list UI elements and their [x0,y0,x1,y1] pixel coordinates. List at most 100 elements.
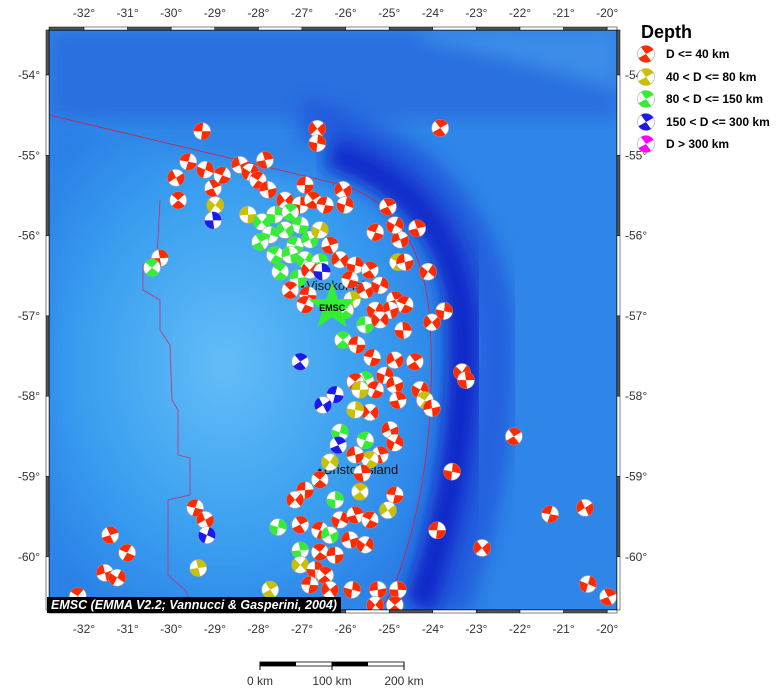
focal-mechanism [346,506,364,524]
focal-mechanism [291,515,310,534]
focal-mechanism [346,446,364,464]
focal-mechanism [169,191,187,210]
focal-mechanism [329,436,347,454]
bathymetry [49,30,617,610]
focal-mechanism [189,559,208,577]
focal-mechanism [331,250,349,269]
focal-mechanism [313,262,331,281]
focal-mechanism [308,134,327,153]
focal-mechanism [386,596,404,610]
focal-mechanism [331,511,349,529]
focal-mechanism [291,541,310,560]
right-lat-tick-label: -60° [625,550,647,564]
top-lon-tick-label: -21° [553,6,575,20]
focal-mechanism [391,230,409,249]
bottom-lon-tick-label: -26° [335,622,357,636]
focal-mechanism [296,176,314,194]
focal-mechanism [198,526,216,544]
scale-bar [259,661,405,670]
focal-mechanism [346,401,364,419]
focal-mechanism [239,205,257,224]
focal-mechanism [271,262,290,281]
epicenter-label: EMSC [319,303,346,313]
focal-mechanism [348,336,366,354]
bottom-lon-tick-label: -27° [291,622,313,636]
focal-mechanism [371,311,389,329]
legend-item: 40 < D <= 80 km [636,66,770,89]
bottom-lon-tick-label: -31° [117,622,139,636]
focal-mechanism [366,380,385,399]
scale-label-200: 200 km [384,674,424,688]
epicenter-star-icon[interactable] [308,282,356,328]
legend-ball-icon [637,45,655,64]
focal-mechanism [276,221,294,239]
focal-mechanism [579,575,597,593]
focal-mechanism [394,321,412,340]
focal-mechanism [281,246,300,264]
focal-mechanism [301,576,319,594]
focal-mechanism [361,403,379,422]
focal-mechanism [196,160,215,179]
bottom-lon-tick-label: -24° [422,622,444,636]
scale-label-100: 100 km [312,674,352,688]
focal-mechanism [386,351,404,369]
left-lat-tick-label: -57° [18,309,40,323]
focal-mechanism [321,236,339,255]
legend-ball-icon [637,67,655,86]
top-lon-tick-label: -26° [335,6,357,20]
focal-mechanism [386,486,404,504]
bottom-lon-tick-label: -21° [553,622,575,636]
focal-mechanism [356,535,375,554]
focal-mechanism [419,262,437,281]
map-frame [45,26,621,614]
left-lat-tick-label: -60° [18,550,40,564]
focal-mechanism [311,221,329,239]
legend-label: D <= 40 km [666,47,730,62]
focal-mechanism [341,270,359,289]
bottom-lon-tick-label: -30° [160,622,182,636]
left-lat-tick-label: -55° [18,148,40,162]
focal-mechanism [321,580,339,599]
focal-mechanism [266,246,284,264]
focal-mechanism [316,196,334,214]
focal-mechanism [326,490,344,509]
focal-mechanism [406,352,424,371]
focal-mechanism [269,518,287,536]
focal-mechanism [334,331,352,349]
focal-mechanism [363,348,381,367]
focal-mechanism [379,501,397,520]
focal-mechanism [291,352,310,371]
focal-mechanism [167,168,185,187]
focal-mechanisms [69,119,617,610]
focal-mechanism [213,166,232,185]
focal-mechanism [108,568,126,587]
top-lon-tick-label: -20° [596,6,618,20]
focal-mechanism [505,427,523,446]
focal-mechanism [351,380,369,399]
focal-mechanism [343,580,361,599]
focal-mechanism [423,399,441,418]
focal-mechanism [356,315,375,334]
left-lat-tick-label: -54° [18,68,40,82]
focal-mechanism [408,219,426,238]
focal-mechanism [286,490,304,509]
focal-mechanism [599,588,617,606]
top-lon-tick-label: -28° [247,6,269,20]
left-lat-tick-label: -58° [18,389,40,403]
focal-mechanism [196,511,215,529]
bottom-lon-tick-label: -20° [596,622,618,636]
focal-mechanism [311,470,329,489]
top-lon-tick-label: -25° [378,6,400,20]
focal-mechanism [143,258,161,277]
legend-label: 40 < D <= 80 km [666,69,757,84]
left-lat-tick-label: -56° [18,229,40,243]
focal-mechanism [396,253,414,271]
focal-mechanism [314,396,332,414]
focal-mechanism [204,211,222,230]
top-lon-tick-label: -30° [160,6,182,20]
focal-mechanism [334,181,352,199]
right-lat-tick-label: -59° [625,470,647,484]
bottom-lon-tick-label: -25° [378,622,400,636]
focal-mechanism [541,505,559,524]
